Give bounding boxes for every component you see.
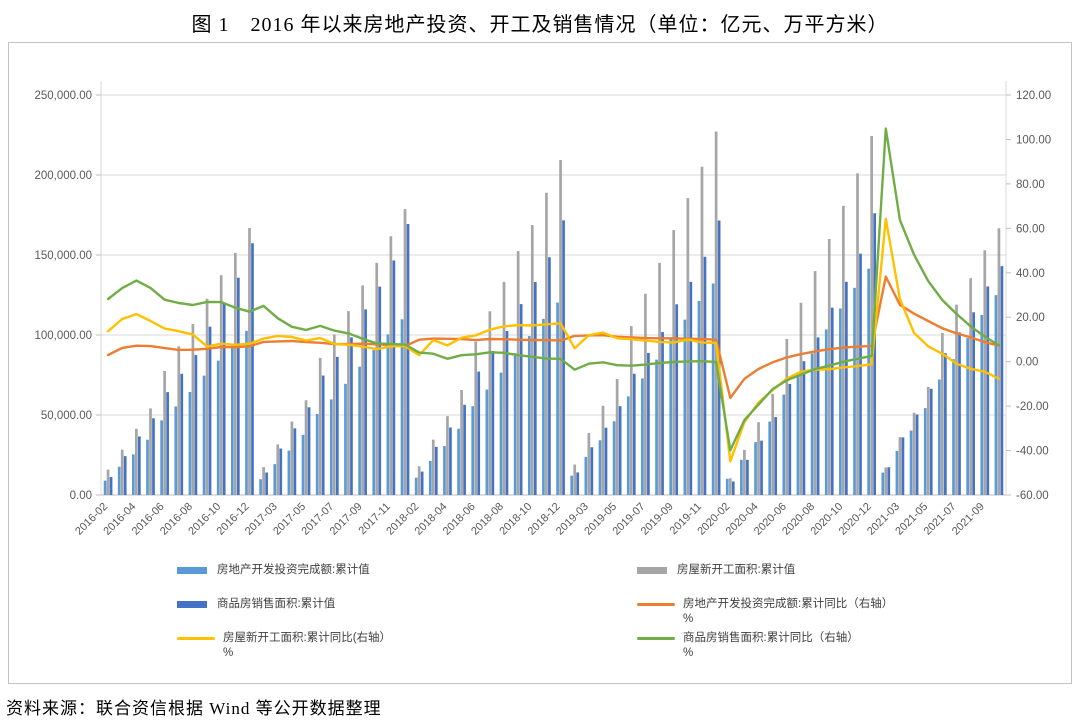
x-axis-labels: 2016-022016-042016-062016-082016-102016-…: [73, 501, 987, 538]
svg-text:250,000.00: 250,000.00: [34, 90, 92, 102]
bar-series-1: [106, 131, 1001, 496]
chart-title: 图 1 2016 年以来房地产投资、开工及销售情况（单位：亿元、万平方米）: [191, 14, 889, 36]
svg-text:-60.00: -60.00: [1016, 490, 1049, 502]
svg-text:150,000.00: 150,000.00: [34, 250, 92, 262]
svg-text:-20.00: -20.00: [1016, 401, 1049, 413]
chart-container: 0.00 50,000.00 100,000.00 150,000.00 200,000…: [8, 42, 1072, 684]
svg-text:40.00: 40.00: [1016, 268, 1045, 280]
svg-text:0.00: 0.00: [1016, 357, 1038, 369]
svg-text:50,000.00: 50,000.00: [41, 410, 92, 422]
right-axis: -60.00 -40.00 -20.00 0.00 20.00 40.00 60.00 80.…: [1006, 90, 1051, 502]
line-series-2: [106, 127, 1001, 452]
svg-text:100.00: 100.00: [1016, 134, 1051, 146]
svg-text:80.00: 80.00: [1016, 179, 1045, 191]
chart-canvas: 0.00 50,000.00 100,000.00 150,000.00 200,000…: [34, 81, 1051, 538]
svg-text:0.00: 0.00: [70, 490, 92, 502]
svg-text:200,000.00: 200,000.00: [34, 170, 92, 182]
svg-text:100,000.00: 100,000.00: [34, 330, 92, 342]
gridlines: [100, 81, 1007, 496]
line-series-0: [106, 275, 1001, 400]
left-axis: 0.00 50,000.00 100,000.00 150,000.00 200,000…: [34, 90, 101, 502]
source-note: 资料来源：联合资信根据 Wind 等公开数据整理: [6, 699, 382, 718]
svg-text:60.00: 60.00: [1016, 223, 1045, 235]
svg-text:120.00: 120.00: [1016, 90, 1051, 102]
legend-sublabel: %: [683, 647, 694, 659]
bar-series-0: [103, 268, 998, 495]
svg-text:-40.00: -40.00: [1016, 446, 1049, 458]
bar-series-2: [109, 213, 1004, 495]
svg-text:20.00: 20.00: [1016, 312, 1045, 324]
line-series-1: [106, 217, 1001, 463]
legend-sublabel: %: [223, 647, 234, 659]
